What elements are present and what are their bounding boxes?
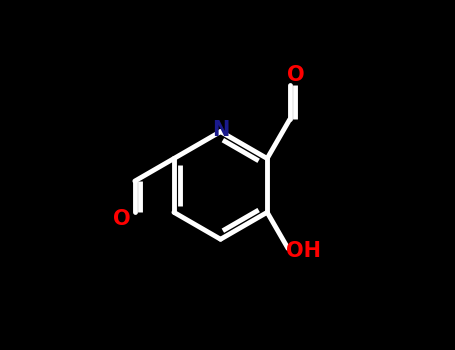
- Text: O: O: [287, 65, 305, 85]
- Text: OH: OH: [286, 241, 321, 261]
- Text: O: O: [113, 209, 131, 229]
- Text: N: N: [212, 120, 229, 140]
